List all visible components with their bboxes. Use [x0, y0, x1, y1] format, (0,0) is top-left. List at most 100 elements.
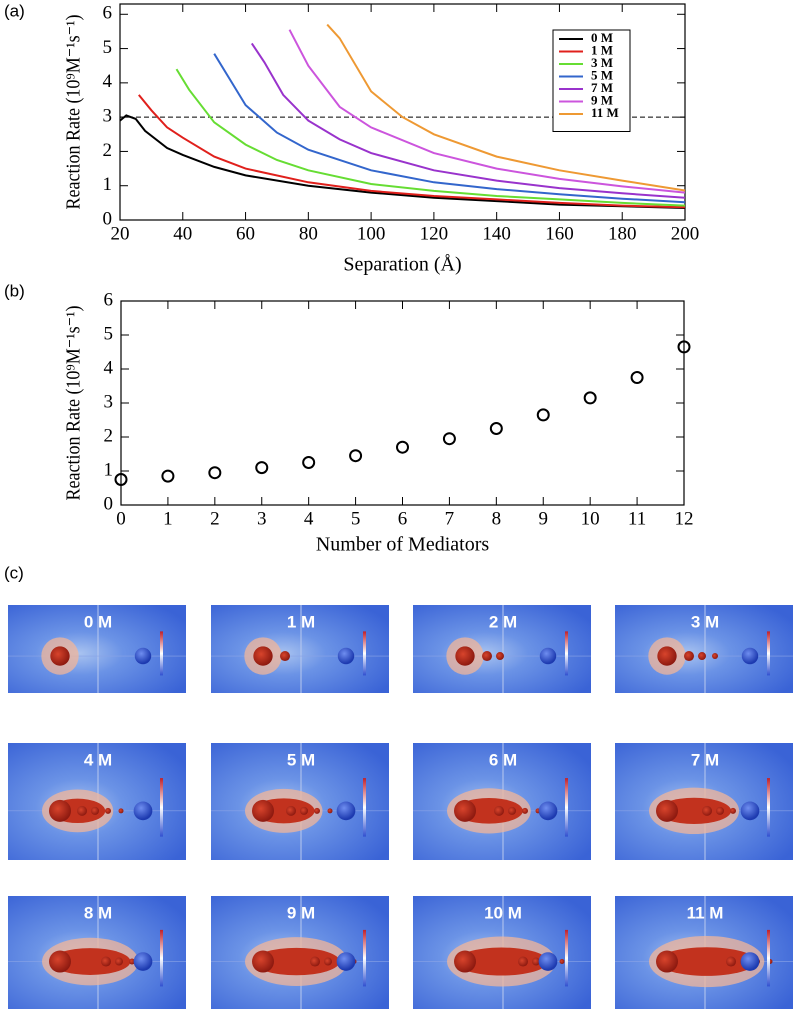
data-point — [442, 432, 456, 446]
donor — [656, 950, 678, 973]
mediator — [101, 956, 111, 967]
donor — [454, 799, 476, 822]
x-tick-label: 200 — [671, 223, 700, 244]
y-tick-label: 4 — [104, 357, 114, 378]
legend-box — [552, 29, 631, 132]
colorbar — [565, 631, 568, 676]
acceptor — [134, 647, 152, 665]
donor — [49, 799, 71, 822]
acceptor — [539, 647, 557, 665]
mediator — [494, 805, 504, 816]
mediator — [532, 957, 540, 966]
x-tick-label: 8 — [492, 508, 502, 529]
mediator — [280, 651, 290, 662]
colorbar — [565, 929, 568, 987]
data-point — [630, 371, 644, 384]
donor — [454, 950, 476, 973]
acceptor — [133, 801, 153, 821]
data-point — [255, 461, 269, 475]
plot-frame — [120, 300, 685, 506]
data-point — [114, 473, 128, 486]
acceptor — [336, 801, 356, 821]
mediator — [482, 651, 492, 662]
simulation-image: 3 M — [615, 605, 793, 693]
x-tick-label: 10 — [581, 508, 600, 529]
image-label: 5 M — [287, 750, 315, 769]
image-background — [211, 605, 389, 693]
mediator — [684, 651, 694, 662]
acceptor — [740, 801, 760, 821]
mediator — [115, 957, 123, 966]
series-line — [326, 23, 686, 192]
x-tick-label: 140 — [482, 223, 511, 244]
image-background — [8, 605, 186, 693]
mediator — [702, 805, 712, 816]
x-tick-label: 120 — [420, 223, 449, 244]
mediator — [522, 807, 528, 814]
x-tick-label: 7 — [445, 508, 455, 529]
colorbar — [160, 929, 163, 987]
image-label: 2 M — [489, 612, 517, 631]
data-point — [677, 340, 691, 354]
simulation-image: 1 M — [211, 605, 389, 693]
colorbar — [363, 631, 366, 676]
data-point — [161, 469, 175, 483]
mediator — [77, 805, 87, 816]
x-tick-label: 6 — [398, 508, 408, 529]
donor — [252, 950, 274, 973]
simulation-image: 6 M — [413, 743, 591, 860]
x-tick-label: 160 — [545, 223, 574, 244]
y-tick-label: 4 — [103, 71, 113, 92]
mediator-cloud — [657, 947, 757, 976]
image-label: 11 M — [687, 903, 724, 922]
mediator — [559, 959, 565, 965]
simulation-image: 2 M — [413, 605, 591, 693]
mediator — [518, 956, 528, 967]
simulation-image: 4 M — [8, 743, 186, 860]
image-background — [413, 605, 591, 693]
x-tick-label: 100 — [357, 223, 386, 244]
y-tick-label: 0 — [103, 208, 113, 229]
colorbar — [565, 778, 568, 837]
x-tick-label: 80 — [299, 223, 318, 244]
x-tick-label: 180 — [608, 223, 637, 244]
donor — [455, 646, 475, 666]
data-point — [536, 408, 550, 422]
series-line — [175, 68, 686, 207]
colorbar — [363, 929, 366, 987]
data-point — [396, 440, 409, 454]
y-tick-label: 1 — [103, 174, 113, 195]
y-axis-label: Reaction Rate (10⁹M⁻¹s⁻¹) — [63, 15, 85, 210]
x-tick-label: 2 — [210, 508, 220, 529]
colorbar — [160, 778, 163, 837]
image-background — [615, 605, 793, 693]
x-tick-label: 40 — [173, 223, 192, 244]
y-tick-label: 2 — [103, 140, 113, 161]
y-tick-label: 5 — [104, 323, 114, 344]
mediator — [105, 807, 111, 814]
mediator — [730, 807, 736, 814]
series-line — [138, 94, 686, 209]
mediator — [726, 956, 736, 967]
panel-label: (b) — [4, 281, 25, 300]
legend-label: 7 M — [591, 80, 613, 95]
donor — [49, 950, 71, 973]
colorbar — [767, 929, 770, 987]
x-tick-label: 5 — [351, 508, 361, 529]
x-tick-label: 11 — [628, 508, 646, 529]
panel-label: (c) — [4, 563, 24, 582]
mediator — [118, 808, 124, 814]
image-label: 4 M — [84, 750, 112, 769]
image-label: 7 M — [691, 750, 719, 769]
data-point — [349, 449, 363, 463]
simulation-image: 10 M — [413, 896, 591, 1009]
legend-label: 5 M — [591, 67, 613, 82]
legend-label: 11 M — [591, 105, 619, 120]
series-line — [288, 29, 686, 194]
simulation-image: 0 M — [8, 605, 186, 693]
x-tick-label: 12 — [675, 508, 694, 529]
image-label: 6 M — [489, 750, 517, 769]
y-axis-label: Reaction Rate (10⁹M⁻¹s⁻¹) — [63, 306, 85, 501]
mediator — [310, 956, 320, 967]
image-label: 9 M — [287, 903, 315, 922]
